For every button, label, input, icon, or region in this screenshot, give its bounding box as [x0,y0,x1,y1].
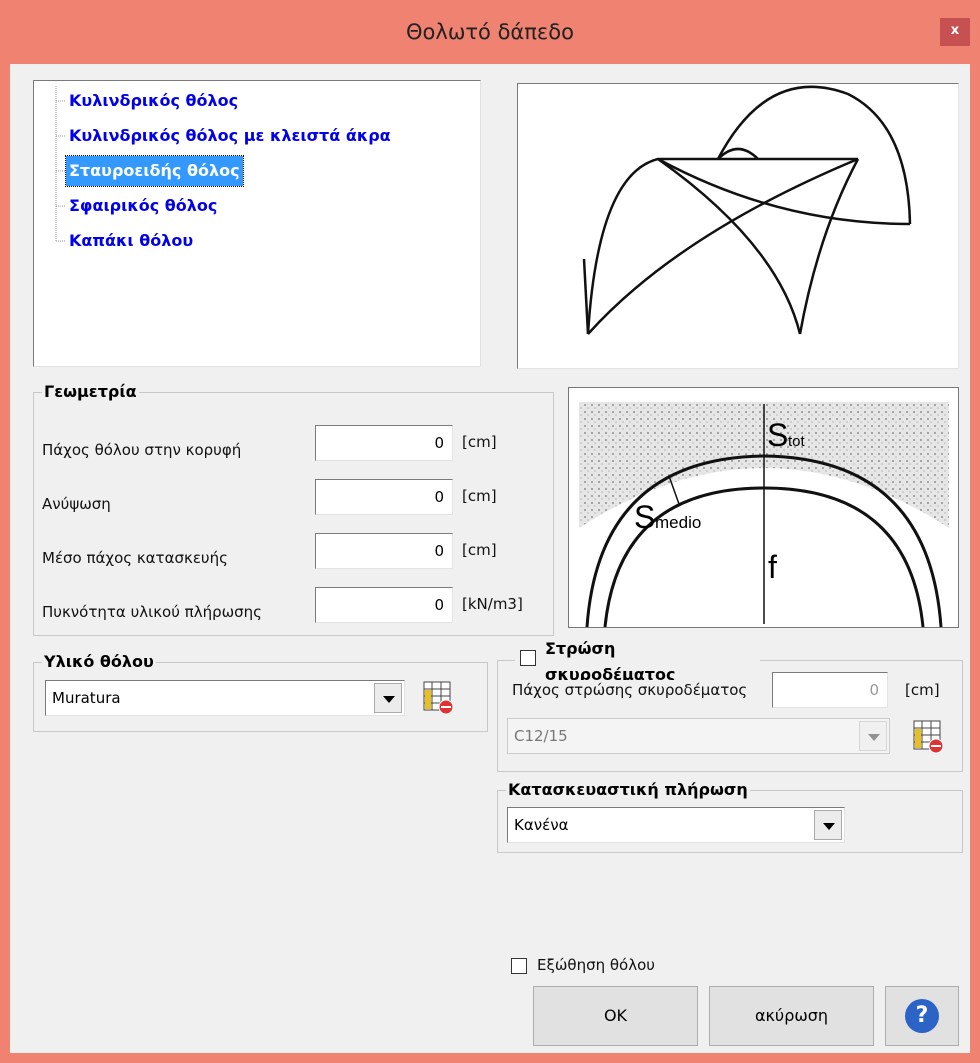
field-label: Ανύψωση [42,495,111,513]
unit: [cm] [905,681,940,699]
tree-item[interactable]: Κυλινδρικός θόλος [69,91,239,110]
icon-graphic [423,681,454,715]
combo-arrow [374,683,402,713]
table-icon [912,719,946,755]
grade-combo[interactable]: C12/15 [507,718,890,754]
combo-value: Muratura [52,689,121,707]
tree-item[interactable]: Κυλινδρικός θόλος με κλειστά άκρα [69,126,391,145]
ok-button[interactable]: OK [533,986,698,1046]
tree-item[interactable]: Σταυροειδής θόλος [65,155,244,187]
tree-lines [55,86,66,242]
unit: [kN/m3] [462,595,523,613]
table-icon [422,680,456,716]
group-title: Γεωμετρία [42,382,139,401]
material-combo[interactable]: Muratura [45,680,405,716]
vault-preview [517,83,959,369]
section-drawing: S tot S medio f [579,402,949,628]
field-label: Πάχος θόλου στην κορυφή [42,441,242,459]
tree-item[interactable]: Καπάκι θόλου [69,231,194,250]
combo-value: Κανένα [514,816,569,834]
field-label: Μέσο πάχος κατασκευής [42,549,228,567]
geometry-group: Γεωμετρία [33,382,554,636]
concrete-checkbox[interactable] [520,650,536,666]
field-input[interactable]: 0 [315,533,453,569]
unit: [cm] [462,541,497,559]
unit: [cm] [462,433,497,451]
tree-item[interactable]: Σφαιρικός θόλος [69,196,218,215]
cancel-button[interactable]: ακύρωση [709,986,874,1046]
push-checkbox[interactable] [511,958,527,974]
s-tot-sub: tot [788,433,806,450]
field-label: Πυκνότητα υλικού πλήρωσης [42,603,262,621]
section-diagram: S tot S medio f [568,387,959,628]
s-medio-sub: medio [655,513,701,532]
material-group: Υλικό θόλου [33,652,488,732]
f-label: f [768,549,777,585]
concrete-title: Στρώση σκυροδέματος [545,639,676,680]
combo-arrow [859,721,887,751]
fill-combo[interactable]: Κανένα [507,807,845,843]
s-tot: S [767,417,788,453]
help-icon: ? [905,999,939,1033]
field-input[interactable]: 0 [315,479,453,515]
push-label: Εξώθηση θόλου [537,956,655,974]
field-input[interactable]: 0 [315,587,453,623]
group-title: Κατασκευαστική πλήρωση [506,780,750,799]
close-button[interactable]: x [940,18,970,46]
icon-graphic [913,720,944,754]
type-tree: Κυλινδρικός θόλος Κυλινδρικός θόλος με κλ… [33,80,481,367]
unit: [cm] [462,487,497,505]
fill-group: Κατασκευαστική πλήρωση [497,780,963,853]
vault-drawing [582,85,912,335]
field-input[interactable]: 0 [315,425,453,461]
title: Θολωτό δάπεδο [406,20,574,44]
combo-arrow [814,810,842,840]
combo-value: C12/15 [514,727,568,745]
concrete-field-label: Πάχος στρώσης σκυροδέματος [512,681,748,699]
group-title: Υλικό θόλου [42,652,156,671]
concrete-input[interactable]: 0 [772,672,888,708]
concrete-header: Στρώση σκυροδέματος [515,638,760,680]
help-button[interactable]: ? [885,986,959,1046]
s-medio: S [634,499,655,535]
